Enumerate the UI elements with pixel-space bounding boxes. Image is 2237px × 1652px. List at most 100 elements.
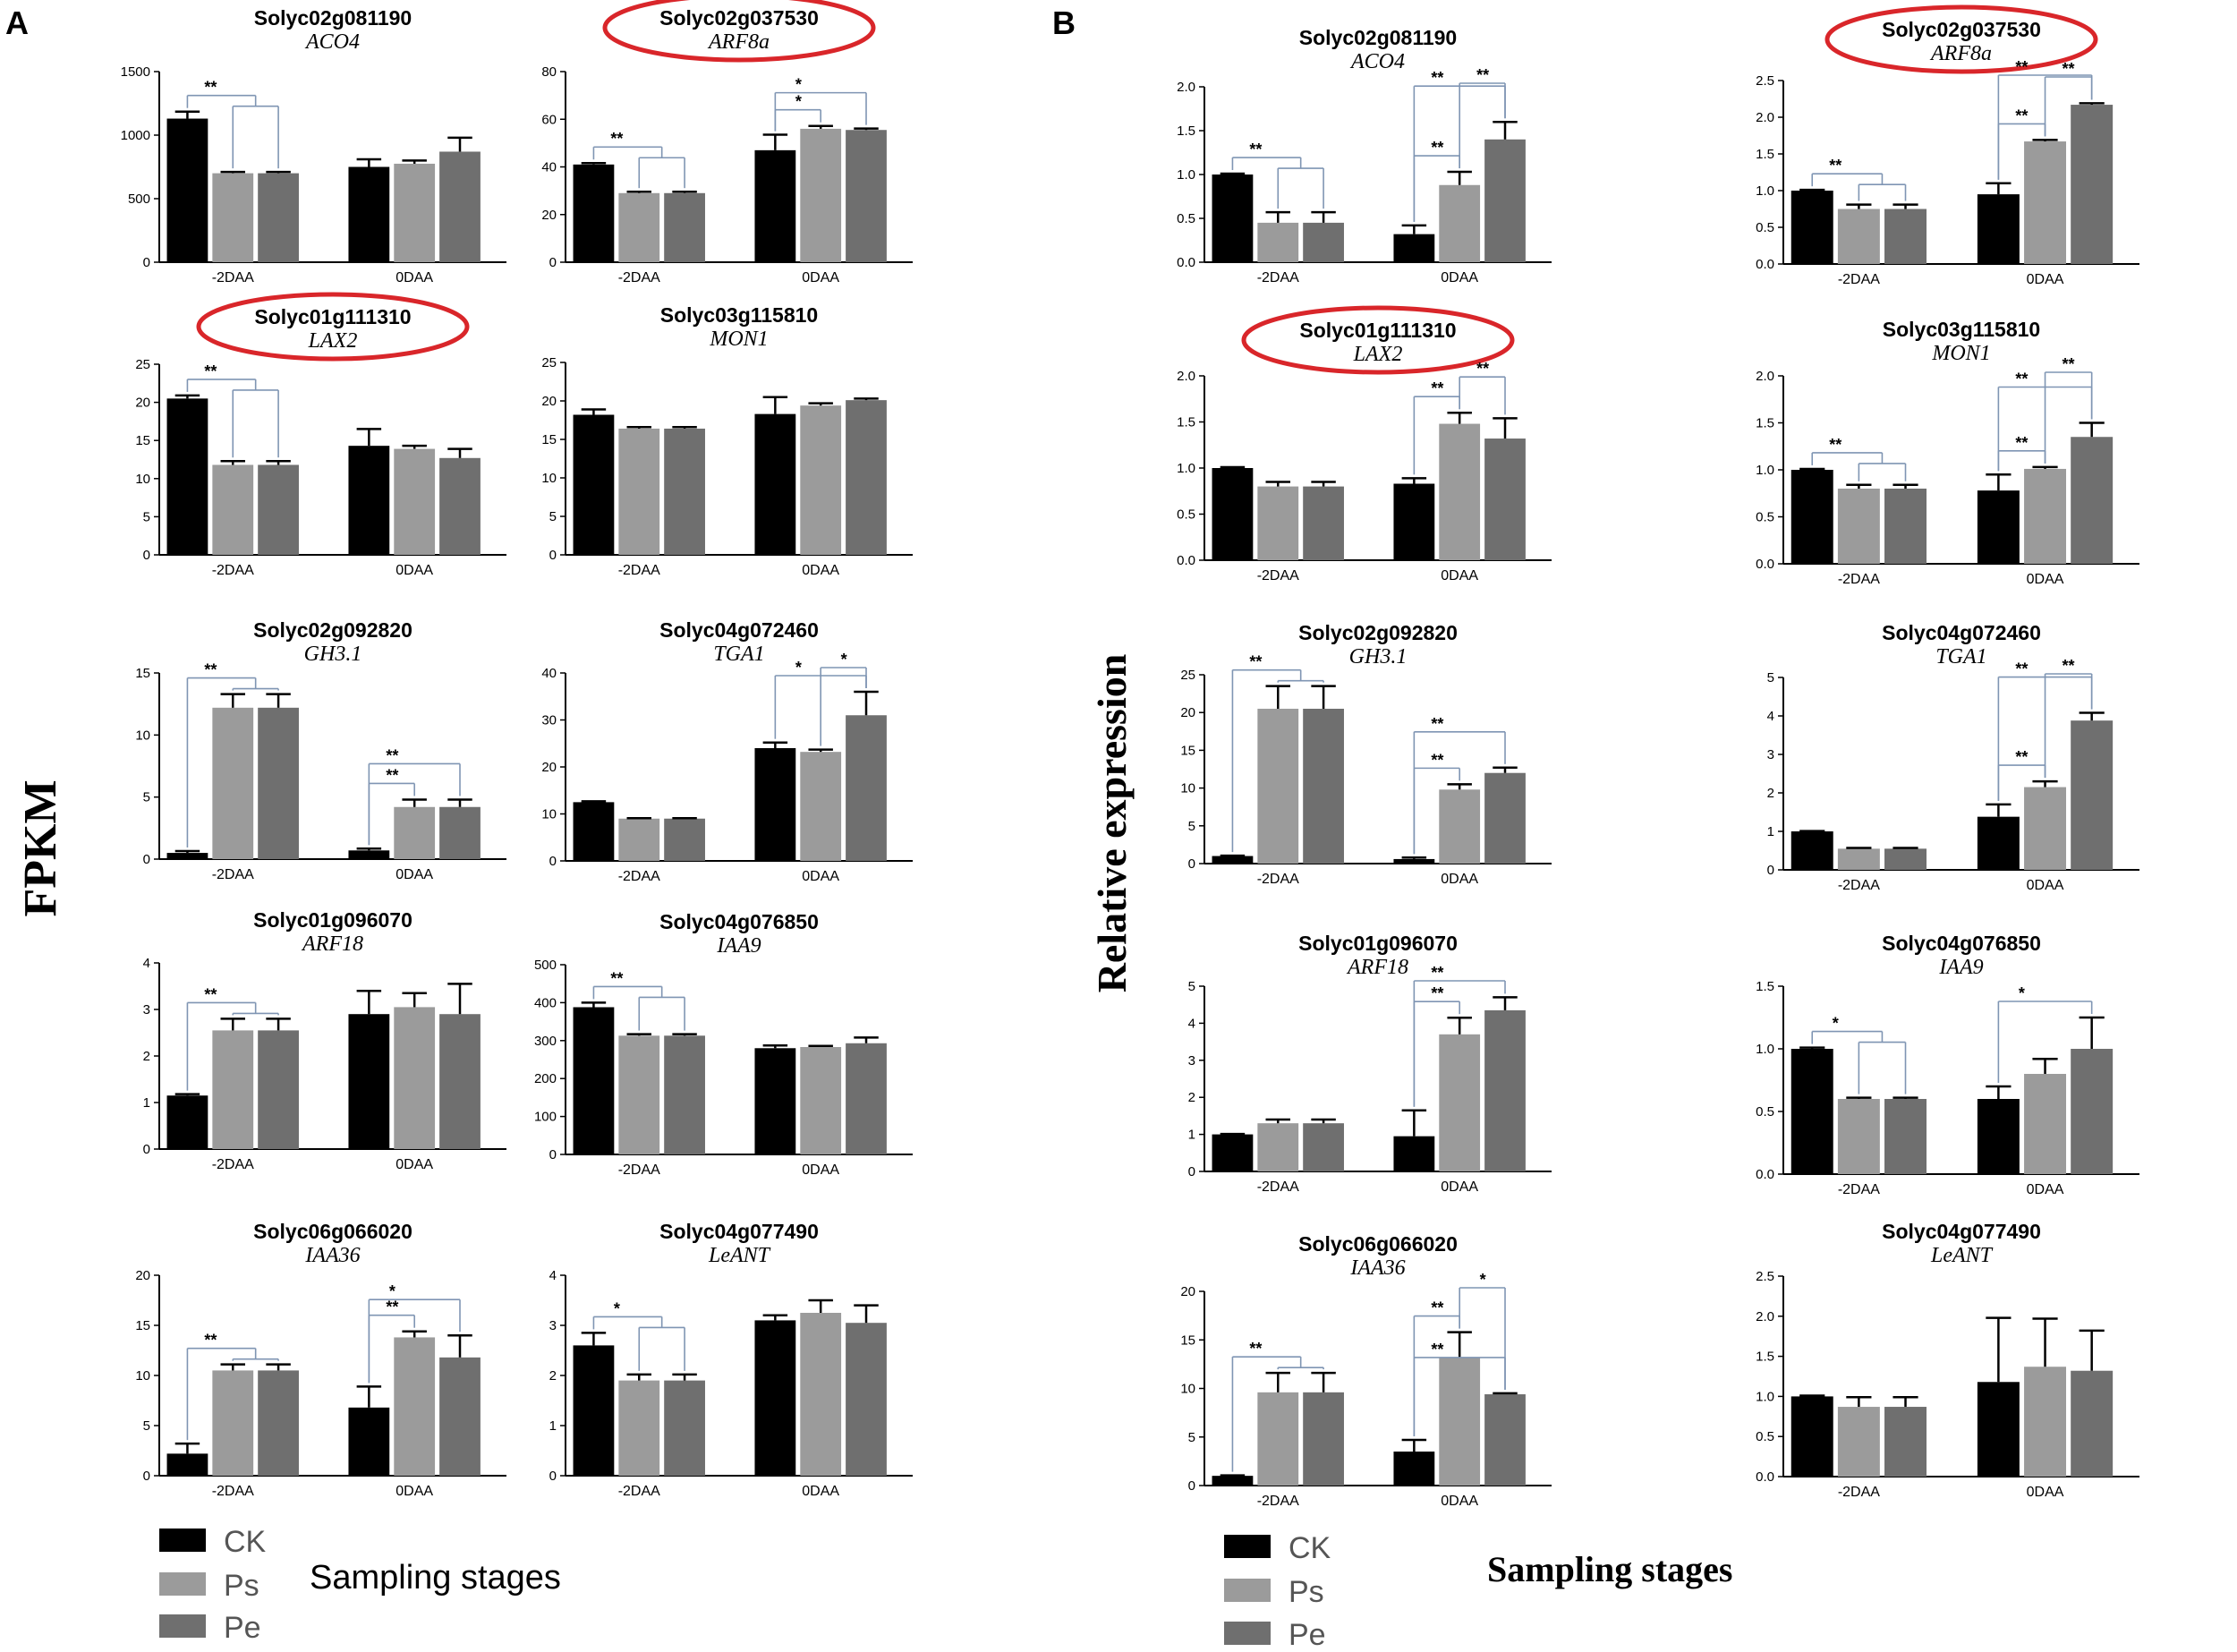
bar-ps [394, 448, 436, 555]
bar-ck [1393, 483, 1435, 560]
bar-ps [2024, 141, 2067, 264]
significance-label: ** [1829, 157, 1841, 175]
y-tick-label: 0.5 [1756, 1429, 1774, 1444]
bar-ps [1439, 423, 1481, 560]
significance-label: ** [1431, 715, 1443, 733]
significance-label: ** [1431, 69, 1443, 87]
significance-bracket: * [774, 76, 867, 132]
highlight-ellipse [602, 0, 876, 63]
significance-bracket: ** [1459, 360, 1506, 415]
y-tick-label: 2 [1188, 1090, 1195, 1105]
significance-bracket: ** [1231, 141, 1324, 209]
legend-label-pe: Pe [224, 1611, 261, 1645]
bar-ps [1257, 1123, 1299, 1171]
y-tick-label: 5 [143, 509, 150, 524]
x-tick-label: -2DAA [1257, 568, 1299, 583]
y-tick-label: 10 [541, 471, 557, 486]
y-tick-label: 0.0 [1177, 553, 1195, 568]
x-tick-label: -2DAA [212, 867, 254, 882]
bar-pe [258, 1370, 299, 1476]
y-tick-label: 5 [143, 1418, 150, 1434]
subplot-title: Solyc04g077490 [1882, 1220, 2041, 1243]
y-tick-label: 0.0 [1177, 255, 1195, 270]
y-tick-label: 15 [1180, 743, 1195, 758]
y-tick-label: 3 [1767, 747, 1774, 762]
significance-label: ** [2015, 748, 2028, 766]
significance-label: ** [2063, 60, 2075, 78]
bar-pe [1484, 772, 1526, 864]
bar-pe [439, 806, 481, 859]
subplot-title: Solyc04g076850 [659, 910, 819, 933]
bar-ck [1977, 1099, 2020, 1174]
significance-bracket: ** [186, 362, 279, 458]
bar-ck [1790, 470, 1833, 564]
significance-bracket: ** [1413, 964, 1506, 1107]
significance-label: ** [1476, 66, 1489, 84]
bar-ps [1439, 1034, 1481, 1171]
subplot-gene-label: TGA1 [1935, 645, 1986, 668]
bar-pe [439, 151, 481, 262]
bar-pe [664, 192, 705, 262]
bar-ck [348, 850, 390, 859]
bar-ck [1212, 1134, 1254, 1171]
y-tick-label: 4 [1188, 1016, 1195, 1031]
significance-bracket: ** [368, 746, 461, 846]
significance-bracket: ** [2044, 60, 2093, 137]
bar-ps [1257, 222, 1299, 262]
significance-label: * [614, 1299, 620, 1317]
significance-label: ** [204, 985, 217, 1003]
bar-ck [1790, 1049, 1833, 1174]
significance-label: ** [204, 79, 217, 97]
bar-pe [439, 1014, 481, 1149]
subplot-title: Solyc02g081190 [254, 6, 412, 30]
significance-label: ** [1431, 984, 1443, 1002]
significance-label: ** [1431, 139, 1443, 157]
bar-pe [846, 715, 887, 861]
y-tick-label: 20 [1180, 705, 1195, 720]
significance-bracket: ** [592, 969, 685, 1031]
legend-swatch-pe [159, 1614, 206, 1638]
y-tick-label: 1.0 [1756, 463, 1774, 478]
bar-pe [1884, 489, 1927, 564]
y-tick-label: 60 [541, 112, 557, 127]
bar-ck [573, 802, 615, 861]
subplot-gene-label: LeANT [708, 1244, 771, 1267]
bar-pe [664, 818, 705, 861]
bar-pe [258, 464, 299, 555]
y-tick-label: 5 [1188, 819, 1195, 834]
legend-label-ps: Ps [1289, 1575, 1324, 1609]
significance-bracket: ** [1997, 434, 2046, 472]
significance-label: * [1833, 1015, 1839, 1033]
bar-pe [1303, 222, 1344, 262]
bar-ps [1837, 1407, 1880, 1477]
bar-pe [1884, 209, 1927, 264]
highlight-ellipse [196, 292, 470, 362]
significance-label: ** [1431, 1341, 1443, 1358]
bar-pe [1484, 1394, 1526, 1486]
y-tick-label: 0.5 [1177, 507, 1195, 523]
bar-pe [1303, 1123, 1344, 1171]
bar-ps [1837, 848, 1880, 870]
y-tick-label: 300 [534, 1034, 557, 1049]
x-tick-label: 0DAA [1441, 568, 1478, 583]
bar-ck [754, 1320, 796, 1476]
bar-pe [1303, 708, 1344, 864]
highlight-ellipse [1241, 305, 1515, 375]
legend-b: CK Ps Pe [1224, 1531, 1331, 1652]
bar-ps [1837, 209, 1880, 264]
y-tick-label: 25 [1180, 668, 1195, 683]
y-tick-label: 0 [549, 255, 557, 270]
subplot-title: Solyc02g037530 [659, 6, 819, 30]
bar-ps [618, 1380, 660, 1476]
x-tick-label: -2DAA [618, 270, 660, 285]
significance-label: ** [610, 969, 623, 987]
y-tick-label: 30 [541, 713, 557, 728]
y-tick-label: 20 [541, 394, 557, 409]
x-tick-label: 0DAA [802, 563, 839, 578]
bar-ck [1212, 1476, 1254, 1486]
subplot-gene-label: ACO4 [304, 30, 360, 54]
